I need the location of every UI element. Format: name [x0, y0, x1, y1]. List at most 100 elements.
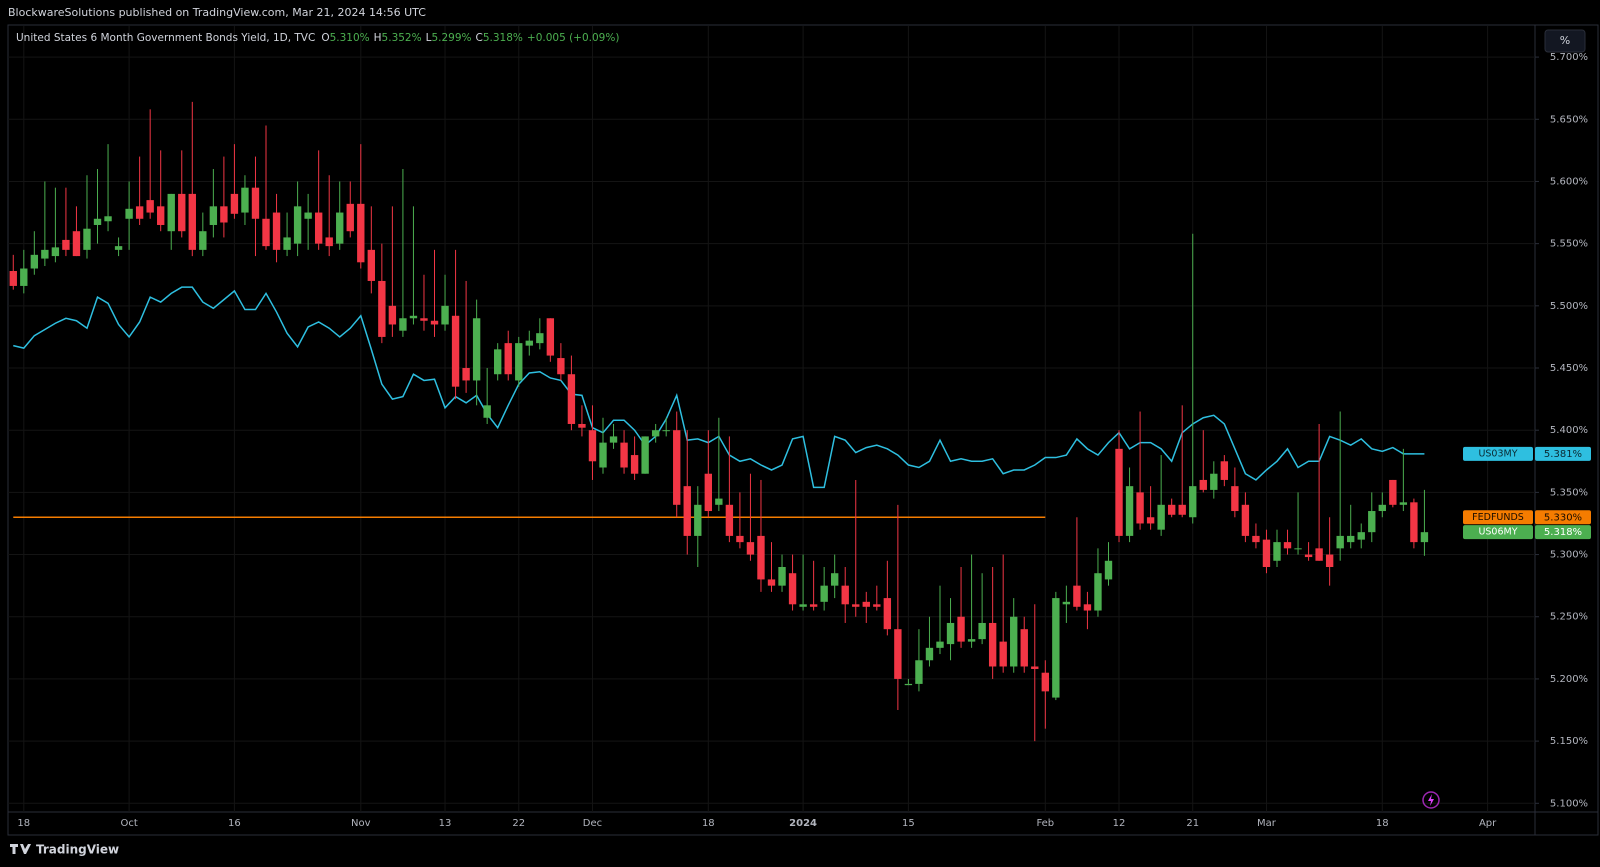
- candle-body: [1315, 548, 1323, 561]
- candle-body: [1420, 532, 1429, 543]
- candle-body: [209, 206, 218, 225]
- candle-body: [1231, 486, 1239, 512]
- y-tick-label: 5.600%: [1550, 176, 1588, 187]
- candle-body: [1052, 598, 1060, 698]
- candle-body: [609, 436, 618, 443]
- candle-body: [367, 249, 376, 281]
- candle-body: [62, 239, 70, 250]
- candle-body: [578, 423, 586, 428]
- legend-value: 5.310%: [330, 32, 370, 44]
- candle-body: [852, 604, 860, 607]
- candle-body: [1410, 502, 1418, 543]
- legend-key: C: [476, 32, 483, 44]
- y-tick-label: 5.550%: [1550, 239, 1588, 250]
- price-tag-name-bg: [1463, 446, 1533, 461]
- candle-body: [704, 473, 712, 512]
- candle-body: [778, 566, 786, 586]
- candle-body: [41, 249, 49, 259]
- bolt-icon[interactable]: [1422, 791, 1440, 809]
- candle-body: [1167, 504, 1176, 515]
- candle-body: [262, 218, 270, 247]
- candle-body: [1336, 535, 1344, 549]
- candle-body: [1294, 548, 1302, 550]
- candle-body: [336, 212, 344, 244]
- price-tag-value-bg: [1535, 525, 1591, 540]
- y-tick-label: 5.300%: [1550, 550, 1588, 561]
- unit-button[interactable]: [1544, 29, 1586, 53]
- candle-body: [483, 405, 491, 418]
- candle-body: [557, 358, 565, 375]
- x-tick-label: 2024: [789, 818, 817, 829]
- candle-body: [430, 320, 439, 325]
- candle-body: [220, 206, 228, 223]
- x-tick-label: 12: [1113, 818, 1126, 829]
- candle-body: [599, 442, 607, 468]
- candle-body: [620, 442, 628, 468]
- x-tick-label: 18: [702, 818, 715, 829]
- candle-body: [999, 641, 1007, 667]
- candle-body: [135, 206, 144, 219]
- y-tick-label: 5.400%: [1550, 425, 1588, 436]
- candle-body: [988, 622, 997, 667]
- candle-body: [314, 212, 323, 244]
- candle-body: [20, 268, 28, 286]
- candle-body: [757, 535, 765, 580]
- candle-body: [662, 430, 670, 432]
- candle-body: [146, 200, 154, 213]
- x-tick-label: Feb: [1036, 818, 1054, 829]
- candle-body: [904, 683, 913, 686]
- legend-key: H: [374, 32, 382, 44]
- candle-body: [378, 280, 386, 337]
- candle-body: [546, 318, 555, 356]
- candle-body: [651, 430, 660, 437]
- candle-body: [841, 585, 849, 605]
- candle-body: [420, 318, 428, 321]
- candle-body: [325, 237, 333, 247]
- y-tick-label: 5.200%: [1550, 674, 1588, 685]
- candle-body: [178, 193, 186, 232]
- candle-body: [1241, 504, 1250, 536]
- candle-body: [399, 318, 407, 331]
- price-tag-name-bg: [1463, 510, 1533, 525]
- candle-body: [567, 374, 576, 424]
- candle-body: [967, 639, 976, 642]
- candle-body: [1157, 504, 1165, 530]
- candle-body: [451, 315, 460, 387]
- x-tick-label: Mar: [1257, 818, 1277, 829]
- candle-body: [820, 585, 828, 602]
- candle-body: [1020, 629, 1028, 667]
- y-tick-label: 5.350%: [1550, 487, 1588, 498]
- candle-body: [1220, 461, 1229, 480]
- y-tick-label: 5.650%: [1550, 114, 1588, 125]
- candle-body: [472, 318, 481, 381]
- candle-body: [1252, 535, 1260, 543]
- bolt-glyph: [1428, 794, 1434, 806]
- legend-value: 5.299%: [431, 32, 471, 44]
- candle-body: [504, 343, 512, 375]
- unit-button-label[interactable]: %: [1560, 34, 1570, 47]
- price-tag-value: 5.318%: [1544, 527, 1582, 538]
- publish-header: BlockwareSolutions published on TradingV…: [8, 6, 426, 19]
- price-tag-name: US03MY: [1478, 448, 1517, 459]
- candle-body: [1378, 504, 1386, 512]
- candle-body: [1178, 504, 1186, 515]
- candle-body: [1083, 604, 1092, 611]
- candle-body: [915, 660, 923, 684]
- y-tick-label: 5.250%: [1550, 612, 1588, 623]
- candle-body: [1347, 535, 1355, 543]
- candle-body: [894, 629, 902, 679]
- candle-body: [809, 604, 818, 607]
- candle-body: [304, 212, 312, 219]
- candle-body: [925, 647, 934, 661]
- candle-body: [525, 340, 533, 346]
- price-tag-value: 5.330%: [1544, 512, 1582, 523]
- candle-body: [788, 573, 797, 605]
- candle-body: [715, 498, 723, 505]
- price-tag-name: FEDFUNDS: [1472, 512, 1524, 523]
- candle-body: [1325, 554, 1334, 567]
- candle-body: [72, 231, 81, 257]
- candle-body: [1010, 616, 1018, 667]
- candle-body: [357, 203, 365, 263]
- candle-body: [1262, 539, 1271, 567]
